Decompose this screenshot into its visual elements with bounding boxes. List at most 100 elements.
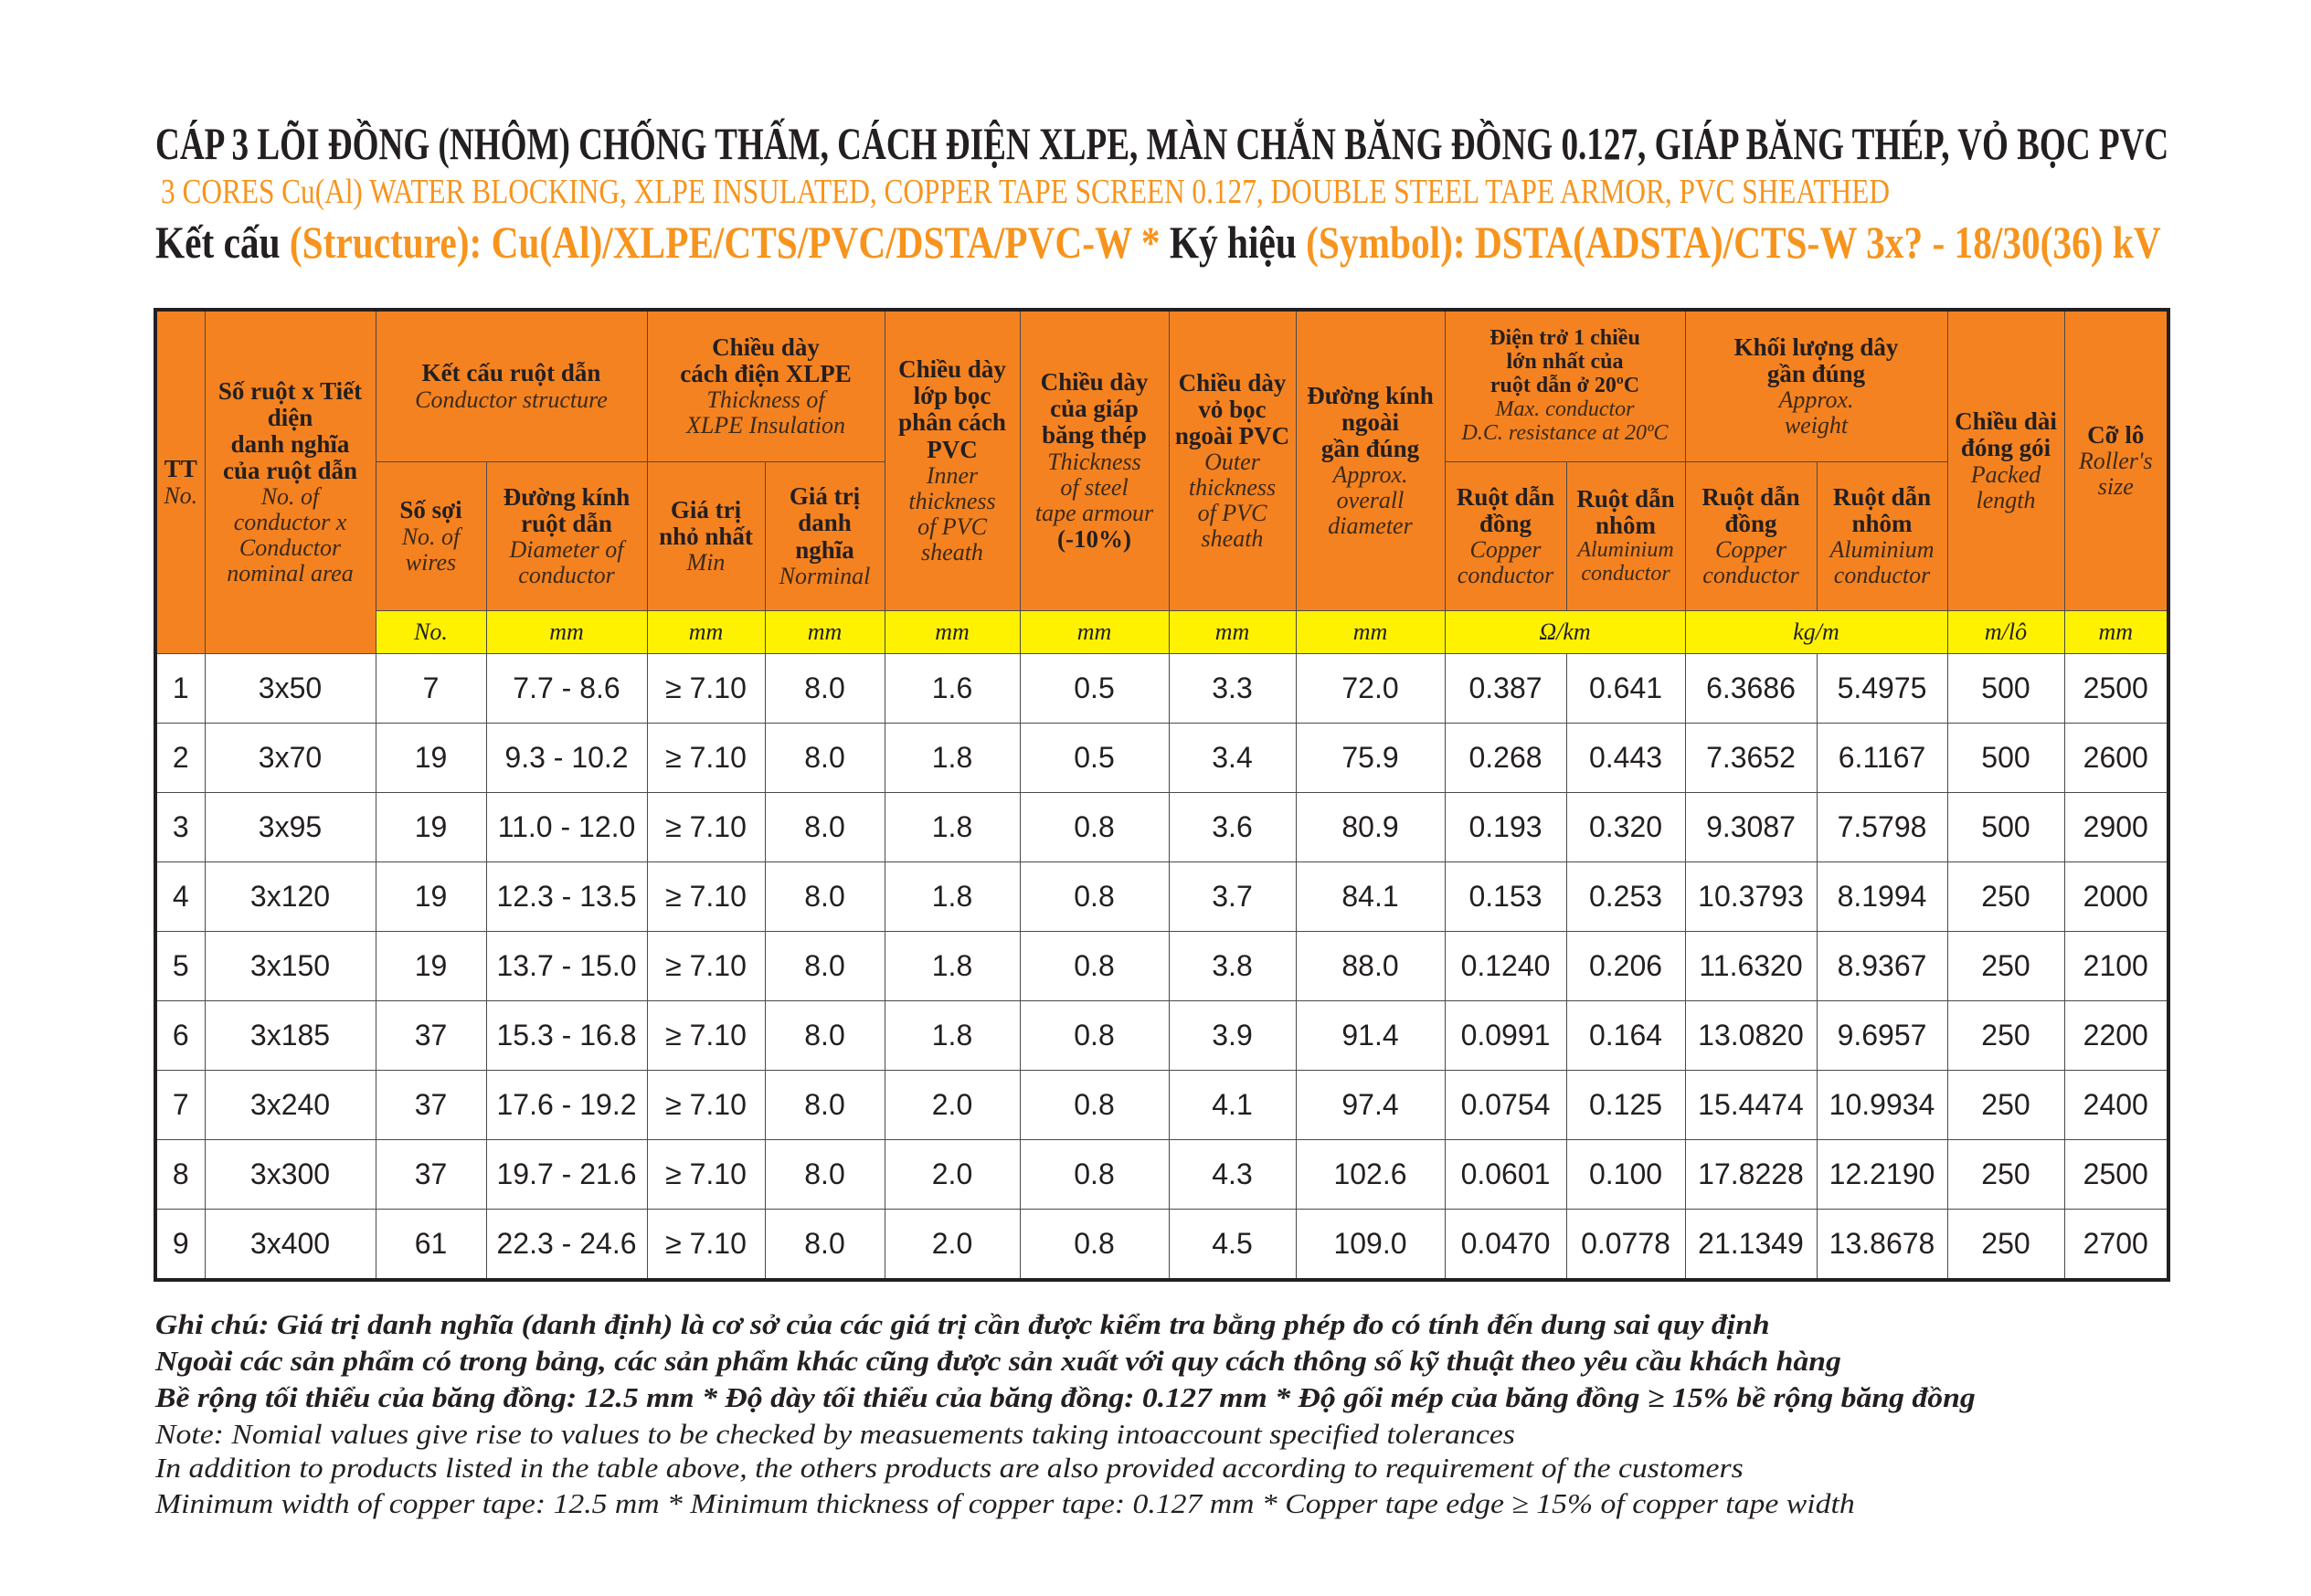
header-size: Số ruột x Tiết diện danh nghĩa của ruột … bbox=[204, 309, 376, 654]
table-cell: 15.4474 bbox=[1684, 1070, 1818, 1140]
table-cell: 3.8 bbox=[1168, 931, 1297, 1001]
header-outer-pvc: Chiều dày vỏ bọc ngoài PVC Outer thicknes… bbox=[1168, 309, 1297, 611]
table-cell: 0.100 bbox=[1565, 1139, 1686, 1210]
table-cell: 0.8 bbox=[1019, 861, 1170, 932]
table-cell: 3x400 bbox=[204, 1209, 376, 1281]
table-cell: 3.9 bbox=[1168, 1000, 1297, 1071]
table-cell: 0.8 bbox=[1019, 931, 1170, 1001]
note-en-2: In addition to products listed in the ta… bbox=[155, 1452, 1744, 1484]
unit-cell: No. bbox=[375, 610, 487, 654]
header-packed-length: Chiều dài đóng gói Packed length bbox=[1946, 309, 2065, 611]
table-cell: 3x50 bbox=[204, 653, 376, 724]
table-cell: 0.0470 bbox=[1444, 1209, 1567, 1281]
unit-cell: mm bbox=[884, 610, 1021, 654]
table-cell: 11.6320 bbox=[1684, 931, 1818, 1001]
table-cell: 3x95 bbox=[204, 792, 376, 862]
table-cell: 0.5 bbox=[1019, 723, 1170, 793]
table-cell: 0.0991 bbox=[1444, 1000, 1567, 1071]
table-cell: 3x120 bbox=[204, 861, 376, 932]
unit-cell: kg/m bbox=[1684, 610, 1948, 654]
table-cell: 250 bbox=[1946, 1070, 2065, 1140]
table-cell: 61 bbox=[375, 1209, 487, 1281]
table-cell: 8.0 bbox=[764, 723, 885, 793]
symbol-value: (Symbol): DSTA(ADSTA)/CTS-W 3x? - 18/30(… bbox=[1306, 217, 2161, 268]
table-cell: 0.641 bbox=[1565, 653, 1686, 724]
table-cell: 2 bbox=[154, 723, 206, 793]
table-cell: 17.6 - 19.2 bbox=[485, 1070, 648, 1140]
table-cell: 1 bbox=[154, 653, 206, 724]
table-cell: 10.9934 bbox=[1816, 1070, 1948, 1140]
table-cell: 3.6 bbox=[1168, 792, 1297, 862]
header-res-copper: Ruột dẫn đồng Copper conductor bbox=[1444, 461, 1567, 611]
table-cell: 19.7 - 21.6 bbox=[485, 1139, 648, 1210]
table-cell: 7.5798 bbox=[1816, 792, 1948, 862]
header-res-aluminium: Ruột dẫn nhôm Aluminium conductor bbox=[1565, 461, 1686, 611]
table-cell: 3 bbox=[154, 792, 206, 862]
header-weight-copper: Ruột dẫn đồng Copper conductor bbox=[1684, 461, 1818, 611]
table-cell: 8.0 bbox=[764, 653, 885, 724]
table-cell: 0.8 bbox=[1019, 1070, 1170, 1140]
table-cell: ≥ 7.10 bbox=[646, 1139, 766, 1210]
table-cell: 0.8 bbox=[1019, 1209, 1170, 1281]
table-cell: 2400 bbox=[2063, 1070, 2169, 1140]
table-cell: 7.7 - 8.6 bbox=[485, 653, 648, 724]
table-cell: 9.6957 bbox=[1816, 1000, 1948, 1071]
table-cell: 12.2190 bbox=[1816, 1139, 1948, 1210]
table-cell: 37 bbox=[375, 1139, 487, 1210]
table-cell: 2.0 bbox=[884, 1139, 1021, 1210]
table-cell: 8 bbox=[154, 1139, 206, 1210]
header-overall-diameter: Đường kính ngoài gần đúng Approx. overall… bbox=[1295, 309, 1446, 611]
table-cell: 6.3686 bbox=[1684, 653, 1818, 724]
table-cell: 102.6 bbox=[1295, 1139, 1446, 1210]
header-xlpe-nominal: Giá trị danh nghĩa Norminal bbox=[764, 461, 885, 611]
unit-cell: mm bbox=[764, 610, 885, 654]
table-cell: 9.3 - 10.2 bbox=[485, 723, 648, 793]
unit-cell: m/lô bbox=[1946, 610, 2065, 654]
unit-cell: Ω/km bbox=[1444, 610, 1686, 654]
table-cell: 19 bbox=[375, 723, 487, 793]
structure-symbol-line: Kết cấu (Structure): Cu(Al)/XLPE/CTS/PVC… bbox=[155, 216, 2161, 269]
table-cell: 0.8 bbox=[1019, 1139, 1170, 1210]
table-cell: 1.8 bbox=[884, 1000, 1021, 1071]
header-inner-pvc: Chiều dày lớp bọc phân cách PVC Inner thi… bbox=[884, 309, 1021, 611]
table-cell: 2200 bbox=[2063, 1000, 2169, 1071]
table-cell: 250 bbox=[1946, 931, 2065, 1001]
header-conductor-diameter: Đường kính ruột dẫn Diameter of conductor bbox=[485, 461, 648, 611]
table-cell: 250 bbox=[1946, 1000, 2065, 1071]
table-cell: 0.164 bbox=[1565, 1000, 1686, 1071]
table-cell: ≥ 7.10 bbox=[646, 1070, 766, 1140]
table-cell: 8.0 bbox=[764, 931, 885, 1001]
spec-table: TT No. Số ruột x Tiết diện danh nghĩa của… bbox=[154, 308, 2170, 1282]
table-cell: ≥ 7.10 bbox=[646, 653, 766, 724]
header-xlpe-min: Giá trị nhỏ nhất Min bbox=[646, 461, 766, 611]
table-cell: 5.4975 bbox=[1816, 653, 1948, 724]
table-cell: 0.193 bbox=[1444, 792, 1567, 862]
table-cell: 109.0 bbox=[1295, 1209, 1446, 1281]
unit-cell: mm bbox=[485, 610, 648, 654]
table-cell: 2600 bbox=[2063, 723, 2169, 793]
table-cell: ≥ 7.10 bbox=[646, 723, 766, 793]
table-cell: 1.8 bbox=[884, 861, 1021, 932]
table-cell: ≥ 7.10 bbox=[646, 1209, 766, 1281]
table-cell: 22.3 - 24.6 bbox=[485, 1209, 648, 1281]
table-cell: 80.9 bbox=[1295, 792, 1446, 862]
symbol-label: Ký hiệu bbox=[1169, 217, 1307, 268]
table-cell: 250 bbox=[1946, 1209, 2065, 1281]
table-cell: 0.5 bbox=[1019, 653, 1170, 724]
table-cell: 7 bbox=[375, 653, 487, 724]
table-cell: 8.0 bbox=[764, 1209, 885, 1281]
table-cell: ≥ 7.10 bbox=[646, 1000, 766, 1071]
table-cell: 0.0601 bbox=[1444, 1139, 1567, 1210]
separator: * bbox=[1131, 217, 1170, 268]
table-cell: 2.0 bbox=[884, 1209, 1021, 1281]
table-cell: 0.268 bbox=[1444, 723, 1567, 793]
table-cell: 37 bbox=[375, 1070, 487, 1140]
table-cell: 8.0 bbox=[764, 1000, 885, 1071]
table-cell: 500 bbox=[1946, 723, 2065, 793]
table-cell: 12.3 - 13.5 bbox=[485, 861, 648, 932]
table-cell: 19 bbox=[375, 861, 487, 932]
table-cell: 2700 bbox=[2063, 1209, 2169, 1281]
table-cell: 88.0 bbox=[1295, 931, 1446, 1001]
table-cell: 3x185 bbox=[204, 1000, 376, 1071]
unit-cell: mm bbox=[2063, 610, 2169, 654]
